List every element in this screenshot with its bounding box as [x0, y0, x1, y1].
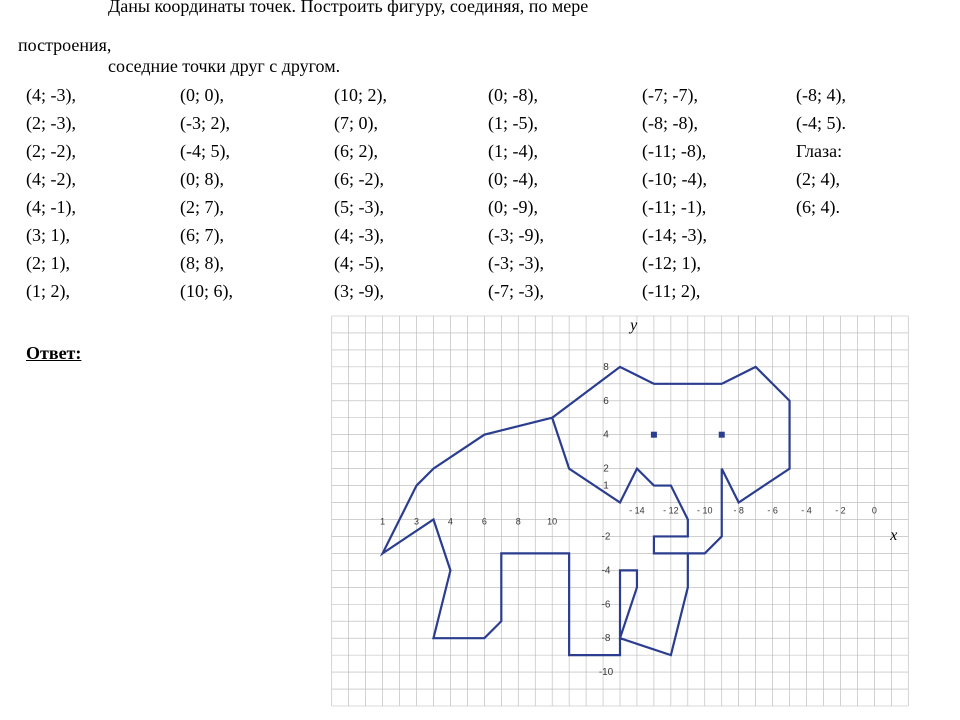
coord-cell: (7; 0),	[326, 109, 480, 137]
coord-cell: (-14; -3),	[634, 221, 788, 249]
coord-cell: Глаза:	[788, 137, 942, 165]
coord-cell: (10; 6),	[172, 277, 326, 305]
svg-text:6: 6	[482, 516, 487, 526]
svg-text:- 4: - 4	[801, 505, 811, 515]
coord-cell: (-7; -7),	[634, 81, 788, 109]
coord-cell: (-11; -8),	[634, 137, 788, 165]
coord-column: (10; 2),(7; 0),(6; 2),(6; -2),(5; -3),(4…	[326, 81, 480, 305]
coord-cell: (2; 7),	[172, 193, 326, 221]
svg-text:3: 3	[414, 516, 419, 526]
coord-cell: (-11; 2),	[634, 277, 788, 305]
coord-cell: (-4; 5),	[172, 137, 326, 165]
coord-cell: (0; 8),	[172, 165, 326, 193]
coord-cell: (6; 4).	[788, 193, 942, 221]
svg-text:-8: -8	[602, 633, 611, 644]
coord-cell: (1; -5),	[480, 109, 634, 137]
svg-text:-10: -10	[599, 667, 614, 678]
coord-cell: (4; -2),	[18, 165, 172, 193]
svg-text:1: 1	[380, 516, 385, 526]
coordinates-columns: (4; -3),(2; -3),(2; -2),(4; -2),(4; -1),…	[18, 81, 942, 305]
svg-text:8: 8	[516, 516, 521, 526]
coord-column: (0; 0),(-3; 2),(-4; 5),(0; 8),(2; 7),(6;…	[172, 81, 326, 305]
coord-cell: (1; 2),	[18, 277, 172, 305]
coord-column: (-8; 4),(-4; 5).Глаза:(2; 4),(6; 4).	[788, 81, 942, 305]
svg-text:- 6: - 6	[767, 505, 777, 515]
coord-cell: (4; -1),	[18, 193, 172, 221]
worksheet-page: Даны координаты точек. Построить фигуру,…	[0, 0, 960, 716]
coord-cell: (4; -3),	[18, 81, 172, 109]
svg-text:-4: -4	[602, 565, 611, 576]
coord-cell: (2; -3),	[18, 109, 172, 137]
coord-cell: (4; -3),	[326, 221, 480, 249]
svg-text:6: 6	[603, 396, 609, 407]
svg-text:4: 4	[603, 430, 609, 441]
coord-cell: (3; 1),	[18, 221, 172, 249]
coord-cell: (-8; -8),	[634, 109, 788, 137]
svg-text:0: 0	[872, 505, 877, 515]
coord-cell: (2; 1),	[18, 249, 172, 277]
coord-cell: (6; 2),	[326, 137, 480, 165]
coord-cell: (-11; -1),	[634, 193, 788, 221]
coord-cell: (2; -2),	[18, 137, 172, 165]
coord-cell: (1; -4),	[480, 137, 634, 165]
task-text-line3: соседние точки друг с другом.	[18, 56, 942, 77]
coord-cell: (3; -9),	[326, 277, 480, 305]
coord-cell: (-8; 4),	[788, 81, 942, 109]
coord-cell: (-7; -3),	[480, 277, 634, 305]
svg-text:10: 10	[547, 516, 557, 526]
svg-text:-2: -2	[602, 531, 611, 542]
coord-cell: (-12; 1),	[634, 249, 788, 277]
coord-cell: (6; 7),	[172, 221, 326, 249]
coord-cell: (6; -2),	[326, 165, 480, 193]
svg-text:- 10: - 10	[697, 505, 712, 515]
coordinate-chart: x y 8 6 4 2 1 -2 -4 -6 -8 -10 1 3 4 6 8 10 - 14 - 12 - 10 - 8…	[310, 316, 930, 706]
coord-cell: (-10; -4),	[634, 165, 788, 193]
svg-text:- 14: - 14	[629, 505, 644, 515]
coord-cell: (4; -5),	[326, 249, 480, 277]
coord-cell: (-3; -9),	[480, 221, 634, 249]
task-text-line2: построения,	[18, 35, 942, 56]
coord-cell: (-3; 2),	[172, 109, 326, 137]
coord-cell: (0; 0),	[172, 81, 326, 109]
coord-cell: (0; -8),	[480, 81, 634, 109]
task-text-line1: Даны координаты точек. Построить фигуру,…	[18, 0, 942, 17]
coord-cell: (0; -9),	[480, 193, 634, 221]
svg-text:- 12: - 12	[663, 505, 678, 515]
coord-cell: (5; -3),	[326, 193, 480, 221]
svg-text:1: 1	[603, 481, 609, 492]
coord-cell: (2; 4),	[788, 165, 942, 193]
coord-column: (4; -3),(2; -3),(2; -2),(4; -2),(4; -1),…	[18, 81, 172, 305]
svg-text:2: 2	[603, 464, 609, 475]
svg-text:8: 8	[603, 362, 609, 373]
svg-text:- 8: - 8	[733, 505, 743, 515]
coord-column: (-7; -7),(-8; -8),(-11; -8),(-10; -4),(-…	[634, 81, 788, 305]
coord-cell: (-3; -3),	[480, 249, 634, 277]
svg-text:4: 4	[448, 516, 453, 526]
svg-text:y: y	[628, 317, 638, 334]
coord-cell: (8; 8),	[172, 249, 326, 277]
svg-text:x: x	[889, 527, 897, 544]
coord-cell: (-4; 5).	[788, 109, 942, 137]
coord-column: (0; -8),(1; -5),(1; -4),(0; -4),(0; -9),…	[480, 81, 634, 305]
svg-text:- 2: - 2	[835, 505, 845, 515]
svg-text:-6: -6	[602, 599, 611, 610]
coord-cell: (0; -4),	[480, 165, 634, 193]
coord-cell: (10; 2),	[326, 81, 480, 109]
